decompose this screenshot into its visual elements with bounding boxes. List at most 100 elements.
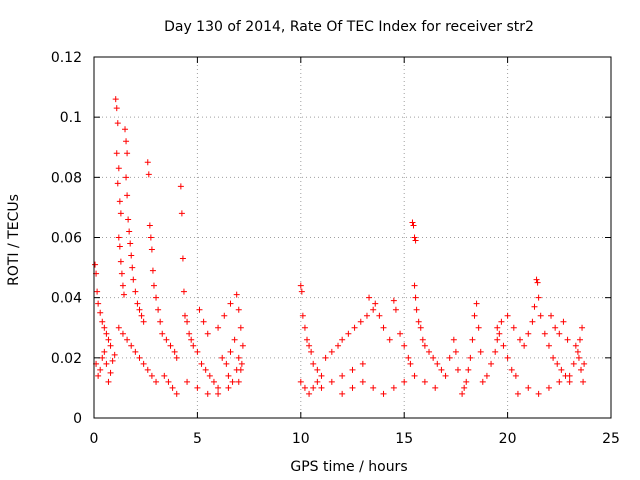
data-point xyxy=(581,360,588,367)
data-point xyxy=(419,336,426,343)
data-point xyxy=(112,96,119,103)
data-point xyxy=(370,306,377,313)
data-point xyxy=(229,378,236,385)
data-point xyxy=(579,324,586,331)
data-point xyxy=(351,324,358,331)
data-point xyxy=(446,354,453,361)
data-point xyxy=(95,372,102,379)
data-point xyxy=(533,276,540,283)
data-point xyxy=(483,372,490,379)
data-point xyxy=(339,372,346,379)
data-point xyxy=(297,282,304,289)
data-point xyxy=(124,192,131,199)
x-tick-label: 15 xyxy=(395,431,413,447)
data-point xyxy=(155,306,162,313)
data-point xyxy=(99,354,106,361)
data-point xyxy=(345,330,352,337)
data-point xyxy=(238,360,245,367)
data-point xyxy=(123,174,130,181)
data-point xyxy=(407,360,414,367)
data-point xyxy=(570,360,577,367)
data-point xyxy=(186,330,193,337)
data-point xyxy=(180,288,187,295)
data-point xyxy=(200,318,207,325)
data-point xyxy=(119,330,126,337)
data-point xyxy=(405,354,412,361)
data-point xyxy=(146,222,153,229)
data-point xyxy=(328,378,335,385)
data-point xyxy=(136,354,143,361)
data-point xyxy=(409,219,416,226)
data-point xyxy=(196,306,203,313)
data-point xyxy=(167,342,174,349)
data-point xyxy=(159,330,166,337)
data-point xyxy=(204,390,211,397)
y-tick-label: 0.04 xyxy=(51,291,82,307)
data-point xyxy=(454,366,461,373)
data-point xyxy=(357,318,364,325)
data-point xyxy=(115,165,122,172)
data-point xyxy=(349,366,356,373)
data-point xyxy=(461,384,468,391)
data-point xyxy=(227,300,234,307)
data-point xyxy=(144,159,151,166)
data-point xyxy=(130,276,137,283)
data-point xyxy=(92,261,99,268)
data-point xyxy=(494,336,501,343)
data-point xyxy=(494,324,501,331)
data-point xyxy=(149,267,156,274)
y-tick-labels: 0 0.02 0.04 0.06 0.08 0.1 0.12 xyxy=(51,50,82,427)
data-point xyxy=(322,354,329,361)
data-point xyxy=(128,252,135,259)
data-point xyxy=(125,216,132,223)
y-tick-label: 0 xyxy=(73,411,82,427)
x-axis-label: GPS time / hours xyxy=(290,459,407,475)
data-point xyxy=(153,378,160,385)
data-point xyxy=(535,390,542,397)
data-point xyxy=(477,348,484,355)
grid-lines xyxy=(94,57,611,418)
y-tick-label: 0.02 xyxy=(51,351,82,367)
data-point xyxy=(114,180,121,187)
data-point xyxy=(535,294,542,301)
data-point xyxy=(314,366,321,373)
data-point xyxy=(301,324,308,331)
data-point xyxy=(366,294,373,301)
x-tick-label: 20 xyxy=(499,431,517,447)
x-tick-label: 10 xyxy=(292,431,310,447)
scatter-points xyxy=(92,96,588,397)
data-point xyxy=(210,378,217,385)
y-tick-label: 0.06 xyxy=(51,231,82,247)
data-point xyxy=(517,336,524,343)
data-point xyxy=(508,366,515,373)
data-point xyxy=(450,336,457,343)
data-point xyxy=(128,342,135,349)
data-point xyxy=(101,324,108,331)
data-point xyxy=(177,183,184,190)
data-point xyxy=(107,342,114,349)
data-point xyxy=(237,324,244,331)
data-point xyxy=(298,288,305,295)
data-point xyxy=(95,300,102,307)
data-point xyxy=(122,126,129,133)
x-tick-label: 25 xyxy=(602,431,620,447)
data-point xyxy=(297,378,304,385)
data-point xyxy=(105,378,112,385)
data-point xyxy=(301,384,308,391)
data-point xyxy=(138,312,145,319)
data-point xyxy=(401,378,408,385)
data-point xyxy=(235,378,242,385)
data-point xyxy=(127,240,134,247)
data-point xyxy=(564,336,571,343)
data-point xyxy=(150,282,157,289)
data-point xyxy=(198,360,205,367)
data-point xyxy=(111,351,118,358)
data-point xyxy=(145,171,152,178)
data-point xyxy=(469,336,476,343)
data-point xyxy=(132,288,139,295)
data-point xyxy=(339,336,346,343)
data-point xyxy=(147,234,154,241)
data-point xyxy=(566,378,573,385)
x-tick-label: 5 xyxy=(193,431,202,447)
